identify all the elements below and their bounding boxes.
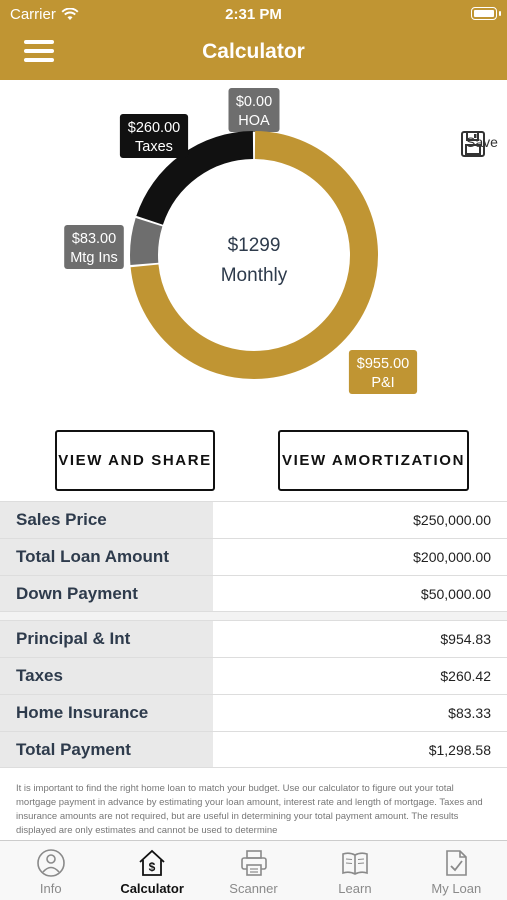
status-bar: Carrier 2:31 PM xyxy=(0,0,507,28)
tab-calculator[interactable]: $ Calculator xyxy=(101,841,202,900)
row-value[interactable]: $200,000.00 xyxy=(413,549,491,565)
table-row: Total Loan Amount $200,000.00 xyxy=(0,538,507,575)
donut-slice-p-i xyxy=(130,131,378,379)
slice-label-taxes: $260.00 Taxes xyxy=(119,114,189,158)
monthly-label: Monthly xyxy=(221,265,288,286)
slice-label-hoa: $0.00 HOA xyxy=(228,88,280,132)
row-label: Principal & Int xyxy=(0,621,213,657)
tab-bar: Info $ Calculator Scanner Learn xyxy=(0,840,507,900)
slice-name: HOA xyxy=(238,113,270,129)
section-divider xyxy=(0,612,507,620)
tab-label: Calculator xyxy=(120,881,184,896)
tab-label: My Loan xyxy=(431,881,482,896)
row-label: Home Insurance xyxy=(0,695,213,731)
tab-label: Learn xyxy=(338,881,372,896)
row-value: $83.33 xyxy=(448,705,491,721)
tab-my-loan[interactable]: My Loan xyxy=(406,841,507,900)
book-icon xyxy=(342,852,368,875)
save-button[interactable]: Save xyxy=(460,130,504,157)
table-row: Home Insurance $83.33 xyxy=(0,694,507,731)
row-value: $954.83 xyxy=(440,631,491,647)
table-row: Principal & Int $954.83 xyxy=(0,620,507,657)
app-header: Carrier 2:31 PM Calculator xyxy=(0,0,507,80)
row-label: Sales Price xyxy=(0,502,213,538)
payment-chart: $0.00 HOA $955.00 P&I $83.00 Mtg Ins $260.00 Ta… xyxy=(0,80,507,420)
clipboard-check-icon xyxy=(446,850,468,876)
row-value[interactable]: $250,000.00 xyxy=(413,512,491,528)
table-row: Taxes $260.42 xyxy=(0,657,507,694)
row-label: Taxes xyxy=(0,658,213,694)
tab-scanner[interactable]: Scanner xyxy=(203,841,304,900)
hamburger-menu-icon[interactable] xyxy=(24,40,54,64)
tab-label: Info xyxy=(39,881,62,896)
disclaimer-text: It is important to find the right home l… xyxy=(16,783,483,836)
row-label: Total Payment xyxy=(0,732,213,767)
row-value[interactable]: $50,000.00 xyxy=(420,585,491,602)
tab-info[interactable]: Info xyxy=(0,841,101,900)
donut-slice-mtg-ins xyxy=(130,217,163,265)
wifi-icon xyxy=(61,8,79,20)
payment-donut-chart: $0.00 HOA $955.00 P&I $83.00 Mtg Ins $260.00 Ta… xyxy=(64,88,418,394)
donut-slice-taxes xyxy=(136,131,254,226)
slice-name: Taxes xyxy=(135,139,173,155)
monthly-total: $1299 xyxy=(228,235,281,256)
payment-breakdown-table: Principal & Int $954.83 Taxes $260.42 Home… xyxy=(0,620,507,768)
slice-name: P&I xyxy=(371,375,394,391)
slice-amount: $83.00 xyxy=(72,231,116,247)
battery-icon xyxy=(471,7,501,20)
svg-text:$: $ xyxy=(149,860,156,874)
loan-summary-table: Sales Price $250,000.00 Total Loan Amount… xyxy=(0,501,507,612)
slice-name: Mtg Ins xyxy=(70,250,118,266)
table-row: Sales Price $250,000.00 xyxy=(0,501,507,538)
row-label: Down Payment xyxy=(0,576,213,611)
table-row: Total Payment $1,298.58 xyxy=(0,731,507,768)
floppy-disk-icon xyxy=(461,131,485,157)
printer-icon xyxy=(240,850,267,876)
slice-amount: $0.00 xyxy=(236,94,272,110)
slice-label-p-i: $955.00 P&I xyxy=(348,350,418,394)
row-label: Total Loan Amount xyxy=(0,539,213,575)
view-and-share-button[interactable]: VIEW AND SHARE xyxy=(55,430,215,491)
slice-amount: $955.00 xyxy=(357,356,409,372)
person-info-icon xyxy=(36,849,65,877)
carrier-label: Carrier xyxy=(10,6,56,23)
slice-label-mtg-ins: $83.00 Mtg Ins xyxy=(64,225,124,269)
row-value: $260.42 xyxy=(440,668,491,684)
tab-label: Scanner xyxy=(229,881,278,896)
tab-learn[interactable]: Learn xyxy=(304,841,405,900)
carrier-info: Carrier xyxy=(10,6,79,23)
table-row: Down Payment $50,000.00 xyxy=(0,575,507,612)
house-dollar-icon: $ xyxy=(139,849,165,876)
clock: 2:31 PM xyxy=(225,6,282,23)
page-title: Calculator xyxy=(202,40,305,63)
row-value: $1,298.58 xyxy=(428,741,491,758)
slice-amount: $260.00 xyxy=(128,120,180,136)
view-amortization-button[interactable]: VIEW AMORTIZATION xyxy=(278,430,469,491)
